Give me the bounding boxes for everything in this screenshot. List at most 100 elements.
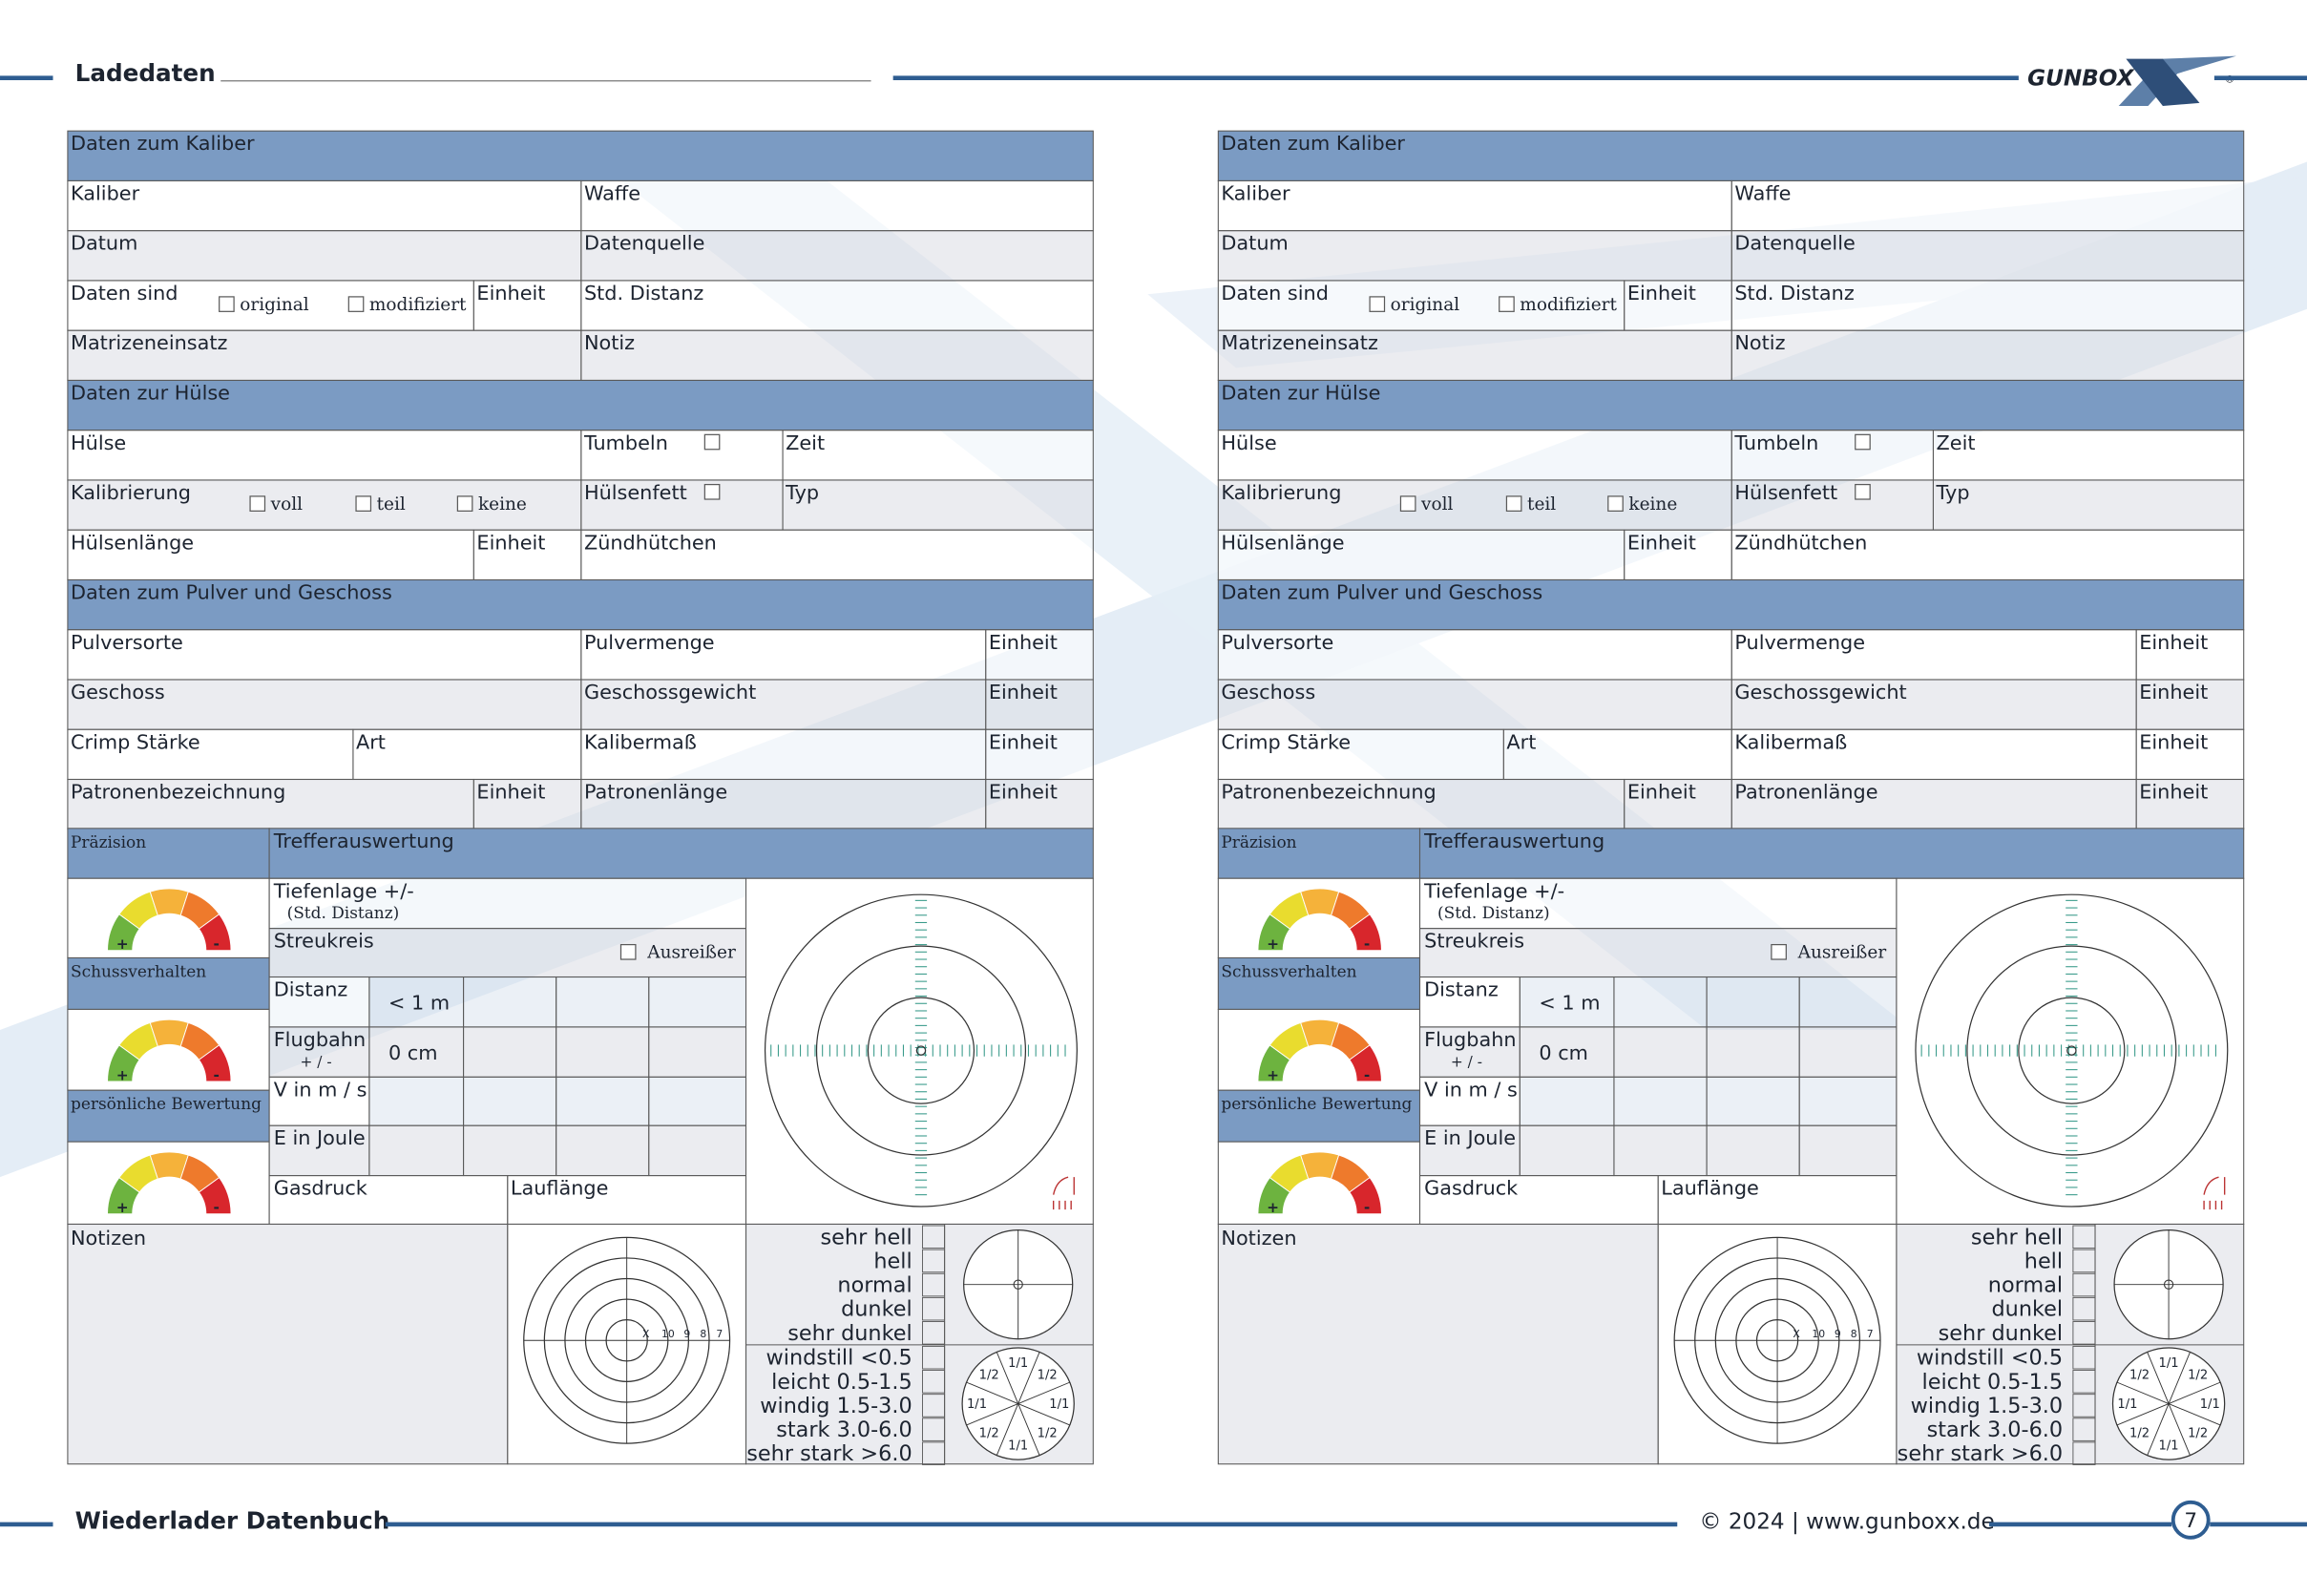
legend-label: windstill <0.5 xyxy=(766,1346,912,1371)
cell xyxy=(1706,976,1800,1028)
cell xyxy=(556,976,650,1028)
legend-box xyxy=(922,1370,946,1394)
cell xyxy=(1519,1076,1615,1126)
gauge-minus: - xyxy=(1364,1066,1370,1083)
cell xyxy=(1217,230,1732,282)
target-ring xyxy=(2018,997,2126,1104)
legend-box xyxy=(2072,1225,2096,1250)
field-label: Kalibrierung xyxy=(1221,481,1341,504)
wind-sector-line xyxy=(1017,1403,1040,1456)
ring-label: 9 xyxy=(1835,1328,1841,1340)
cell xyxy=(472,529,582,581)
checkbox xyxy=(355,495,372,512)
cell xyxy=(580,280,1094,331)
field-label: Kalibermaß xyxy=(1734,730,1847,753)
field-label: Einheit xyxy=(2139,631,2208,654)
cell xyxy=(1730,179,2245,232)
grid-value: < 1 m xyxy=(1539,991,1600,1014)
gauge-segment xyxy=(198,914,232,952)
sight-center xyxy=(1013,1279,1023,1290)
cell xyxy=(985,679,1094,730)
field-note: + / - xyxy=(1451,1054,1482,1071)
legend-label: dunkel xyxy=(841,1297,912,1322)
cell xyxy=(67,578,1094,631)
cell xyxy=(1613,976,1708,1028)
cell xyxy=(268,1175,509,1226)
cell xyxy=(556,1076,650,1126)
cell xyxy=(67,728,354,781)
cell xyxy=(1657,1175,1898,1226)
cell xyxy=(1217,956,1421,1010)
legend-box xyxy=(2072,1321,2096,1345)
wind-sector-line xyxy=(2168,1403,2191,1456)
field-label: Pulversorte xyxy=(71,631,183,654)
field-label: Tiefenlage +/- xyxy=(1423,879,1564,902)
rating-title: Schussverhalten xyxy=(1221,962,1356,981)
legend-label: windig 1.5-3.0 xyxy=(1911,1394,2063,1418)
wind-sector-label: 1/1 xyxy=(1049,1397,1069,1412)
field-label: Pulvermenge xyxy=(1734,631,1865,654)
cell xyxy=(268,1076,370,1126)
legend-box xyxy=(922,1418,946,1441)
wind-sector-label: 1/2 xyxy=(2129,1369,2150,1383)
scope-icon xyxy=(1052,1176,1075,1210)
cell xyxy=(67,1089,270,1143)
form-page: Daten zum Kaliber Kaliber Waffe Datum Datenq… xyxy=(67,130,1094,1466)
legend-label: sehr stark >6.0 xyxy=(1898,1441,2063,1466)
wind-sector-label: 1/2 xyxy=(1038,1369,1058,1383)
legend-box xyxy=(922,1345,946,1370)
checkbox xyxy=(1771,943,1787,960)
ring-label: 10 xyxy=(661,1328,675,1340)
cell xyxy=(268,1026,370,1078)
field-label: Patronenbezeichnung xyxy=(1221,781,1436,804)
cell xyxy=(580,230,1094,282)
option-label: keine xyxy=(1628,494,1677,514)
gauge-segment xyxy=(1349,914,1382,952)
cell xyxy=(580,679,987,730)
checkbox xyxy=(1399,495,1416,512)
option-label: Ausreißer xyxy=(646,942,736,962)
section-title: Daten zum Pulver und Geschoss xyxy=(1221,581,1542,604)
rating-title: persönliche Bewertung xyxy=(71,1094,262,1113)
gauge-minus: - xyxy=(214,1066,220,1083)
cell xyxy=(580,728,987,781)
field-label: Waffe xyxy=(584,181,640,204)
legend-box xyxy=(2072,1345,2096,1370)
target-ring xyxy=(1915,893,2229,1208)
gauge-plus: + xyxy=(1267,1199,1279,1216)
cell xyxy=(67,379,1094,431)
cell xyxy=(507,1175,747,1226)
cell xyxy=(67,230,582,282)
wind-sector-line xyxy=(2168,1403,2221,1426)
field-label: Kaliber xyxy=(1221,181,1290,204)
legend-box xyxy=(922,1272,946,1297)
wind-sector-label: 1/1 xyxy=(1008,1356,1028,1371)
wind-sector-label: 1/2 xyxy=(2188,1369,2208,1383)
option-label: original xyxy=(1391,295,1460,315)
field-label: Einheit xyxy=(1627,531,1696,554)
cell xyxy=(472,280,582,331)
field-label: Geschoss xyxy=(71,681,165,704)
checkbox xyxy=(619,943,637,960)
field-label: Geschoss xyxy=(1221,681,1315,704)
field-label: Patronenbezeichnung xyxy=(71,781,285,804)
wind-sector-label: 1/1 xyxy=(967,1397,987,1412)
cell xyxy=(580,479,784,531)
cell xyxy=(268,1124,370,1177)
field-label: Einheit xyxy=(476,531,545,554)
cell xyxy=(1519,1026,1615,1078)
cell xyxy=(1730,728,2137,781)
wind-sector-line xyxy=(2116,1403,2170,1426)
cell xyxy=(67,629,582,681)
target-ring xyxy=(867,997,975,1104)
grid-row-label: Distanz xyxy=(274,978,348,1001)
legend-label: dunkel xyxy=(1992,1297,2064,1322)
field-label: Daten sind xyxy=(71,282,178,304)
cell xyxy=(1217,479,1732,531)
gauge-segment xyxy=(1349,1044,1382,1082)
field-label: Typ xyxy=(785,481,819,504)
field-label: Einheit xyxy=(2139,730,2208,753)
checkbox xyxy=(347,296,365,312)
cell xyxy=(67,430,582,481)
